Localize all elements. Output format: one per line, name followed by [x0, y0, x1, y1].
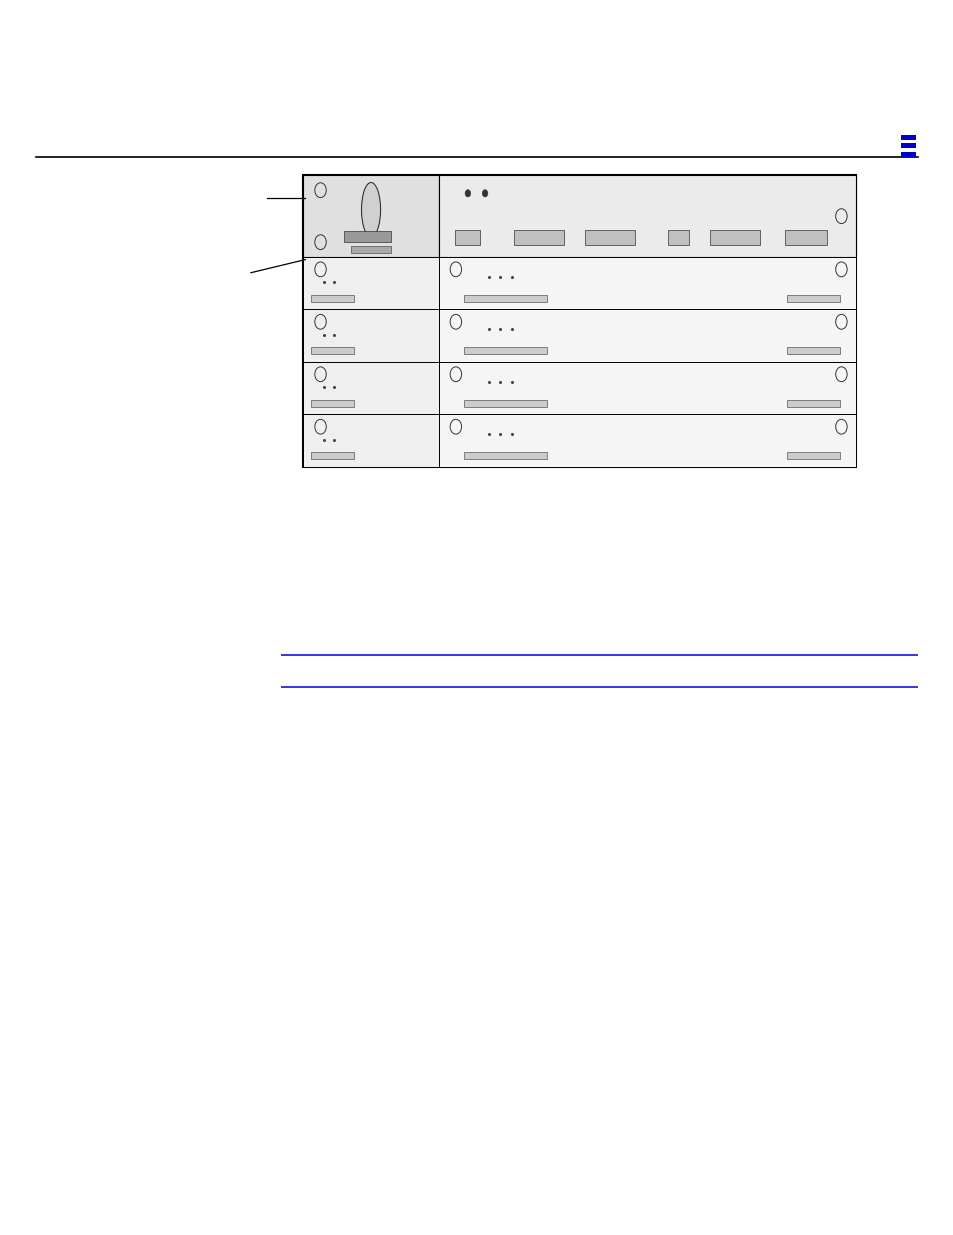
Bar — [311, 452, 354, 459]
Bar — [303, 415, 438, 467]
Bar — [311, 347, 354, 354]
Ellipse shape — [361, 183, 380, 237]
Bar — [463, 347, 547, 354]
Bar — [303, 257, 438, 310]
Bar — [463, 400, 547, 408]
Bar — [786, 452, 839, 459]
Bar — [344, 231, 391, 242]
Bar — [900, 152, 915, 157]
Bar — [463, 295, 547, 303]
Bar — [900, 143, 915, 148]
Bar — [311, 295, 354, 303]
Bar — [900, 135, 915, 140]
Bar — [584, 230, 634, 245]
Bar — [438, 257, 855, 310]
Circle shape — [481, 190, 487, 198]
Bar — [784, 230, 825, 245]
Bar — [303, 310, 438, 362]
Bar — [455, 230, 480, 245]
Bar — [303, 175, 855, 467]
Circle shape — [464, 190, 470, 198]
Bar — [438, 175, 855, 257]
Bar — [438, 415, 855, 467]
Bar — [514, 230, 563, 245]
Bar — [438, 310, 855, 362]
Bar — [786, 295, 839, 303]
Bar — [667, 230, 688, 245]
Bar — [463, 452, 547, 459]
Bar — [709, 230, 759, 245]
Bar — [438, 362, 855, 415]
Bar — [303, 175, 438, 257]
Bar — [303, 362, 438, 415]
Bar — [351, 246, 391, 253]
Bar — [786, 347, 839, 354]
Bar — [311, 400, 354, 408]
Bar — [786, 400, 839, 408]
